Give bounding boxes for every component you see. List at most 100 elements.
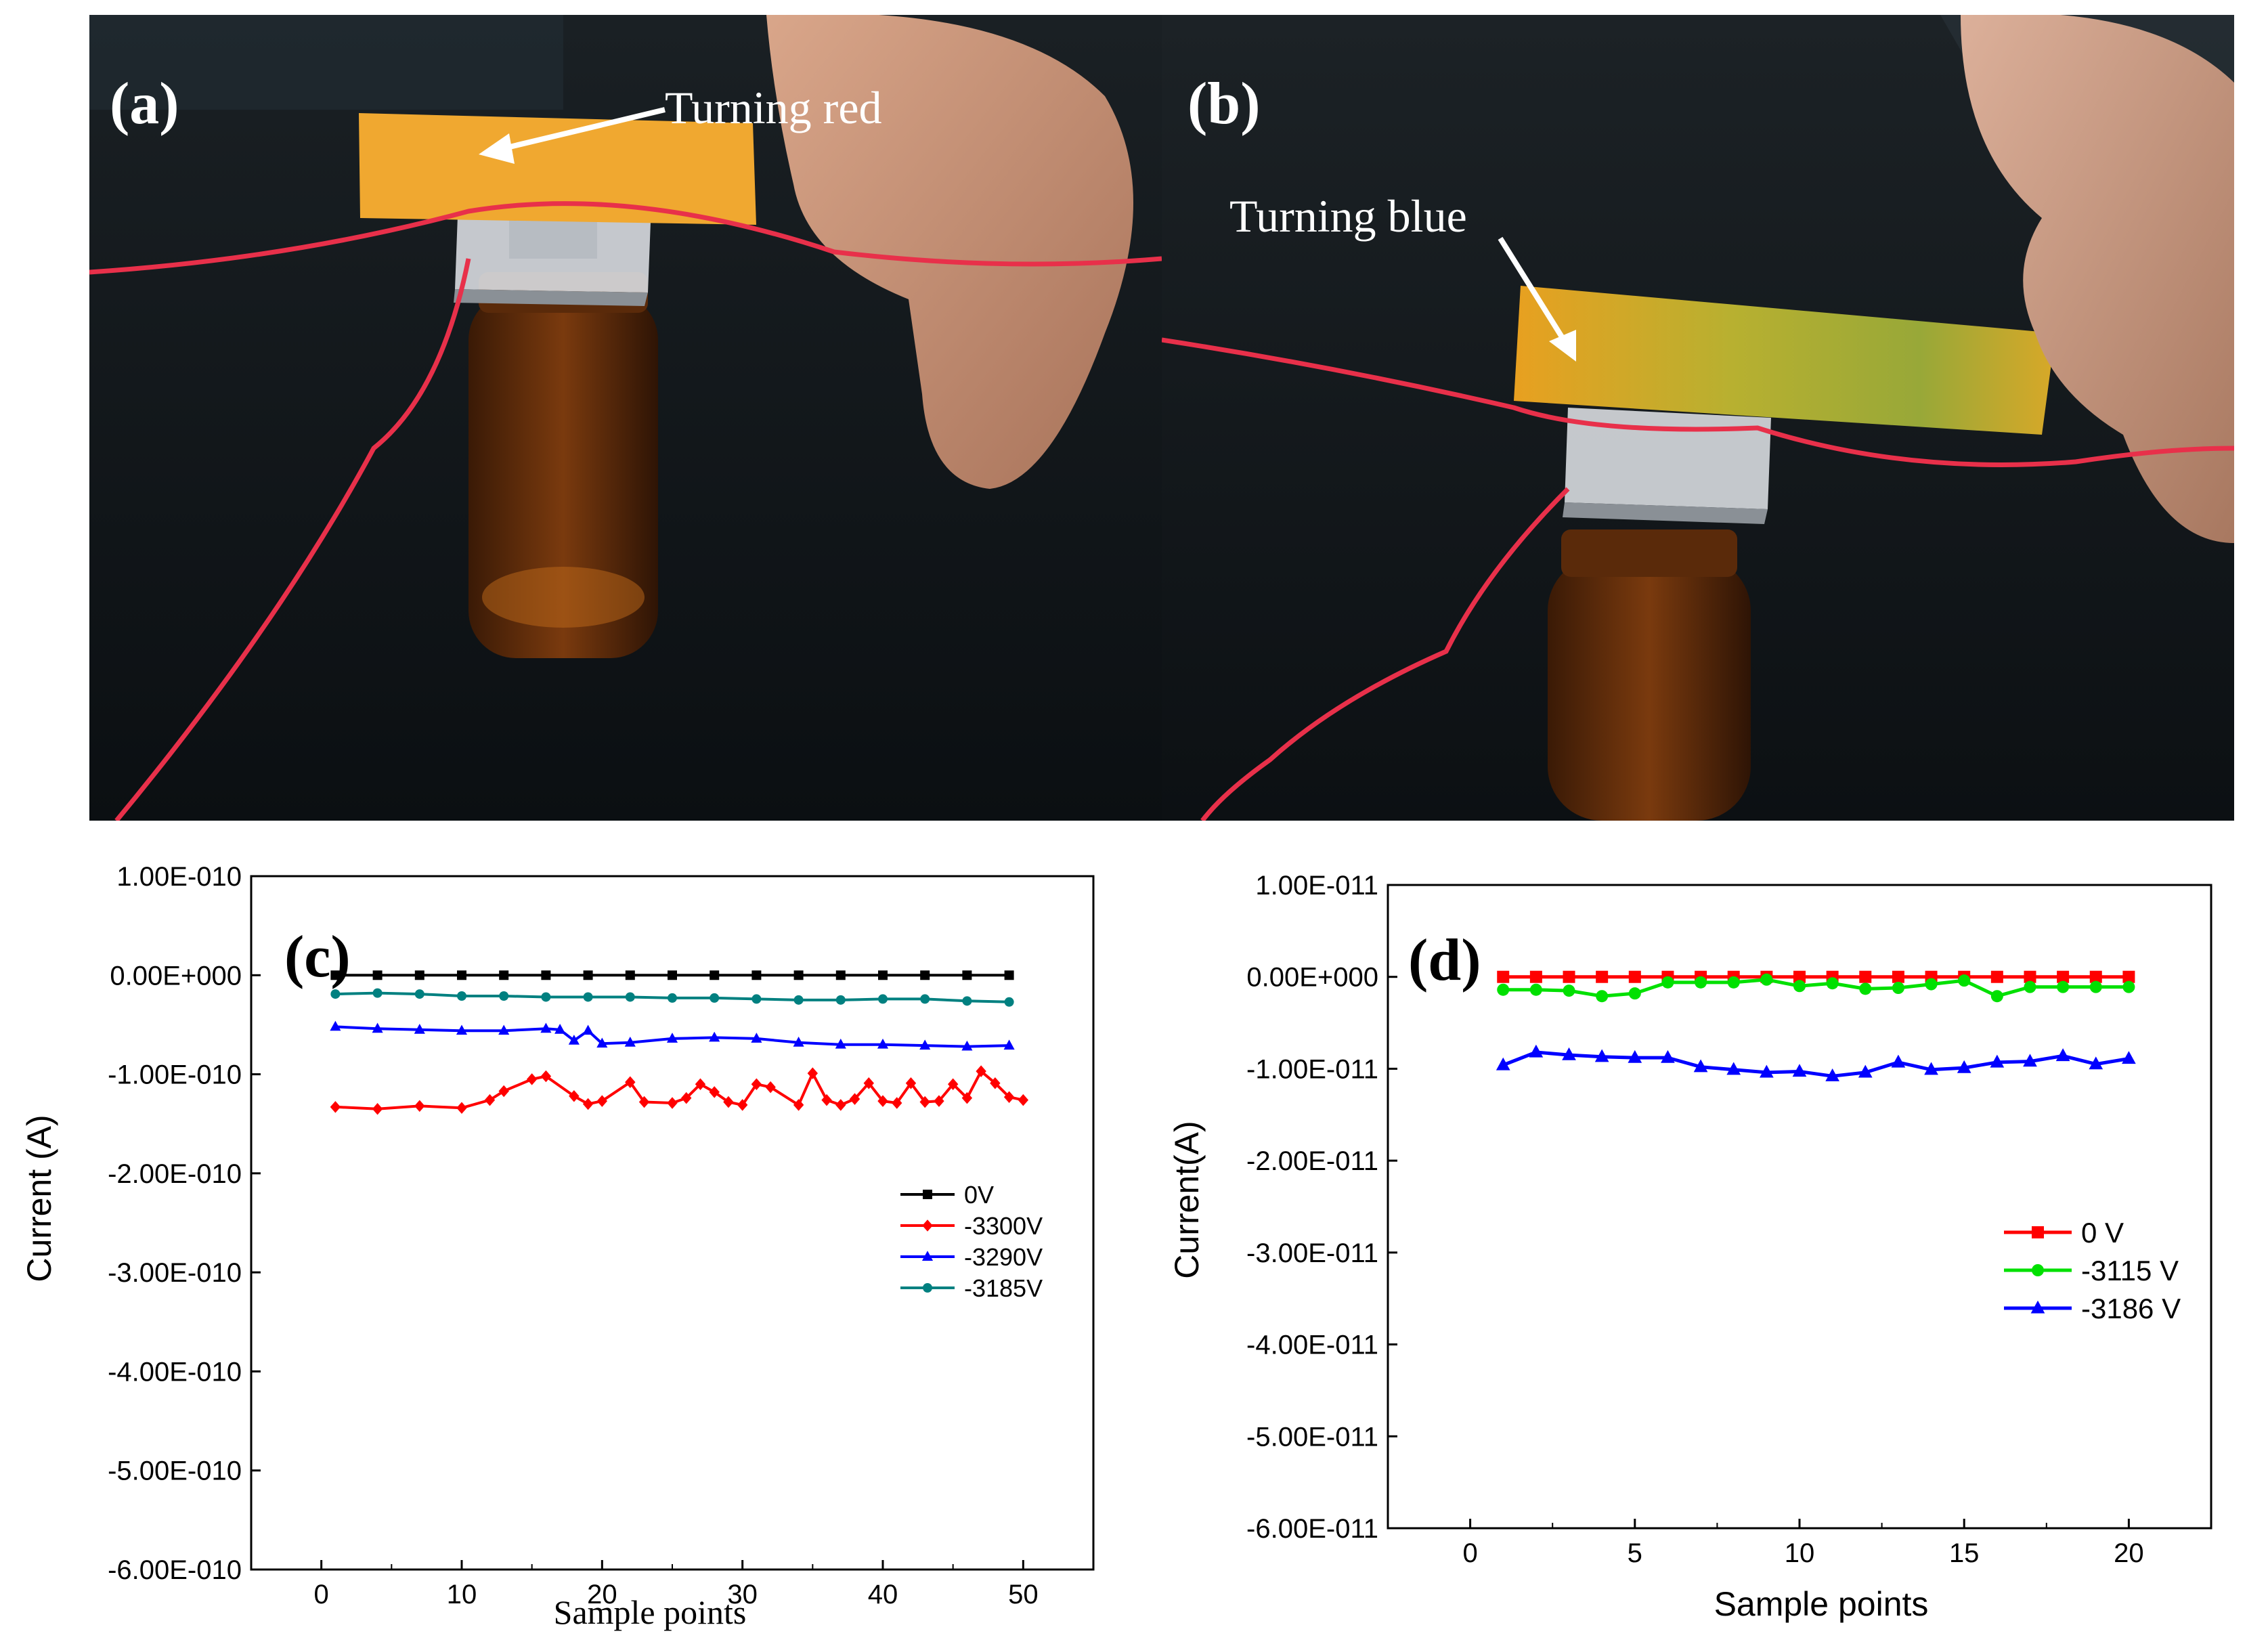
chart-d: 0 5 10 15 20 1.00E-011 0.00E+000 -1.00E-011 -2.0… <box>1168 871 2212 1623</box>
y-tick-label: -1.00E-010 <box>108 1060 242 1090</box>
data-point-series-1 <box>990 1077 1001 1089</box>
data-point-series-1 <box>540 1070 552 1083</box>
data-point-series-0 <box>1628 970 1641 983</box>
data-point-series-0 <box>372 970 383 980</box>
data-point-series-2 <box>582 1024 594 1035</box>
y-tick-label: 0.00E+000 <box>1246 963 1378 993</box>
data-point-series-3 <box>793 995 804 1005</box>
data-point-series-2 <box>1562 1047 1576 1060</box>
y-tick-label: -1.00E-011 <box>1246 1054 1378 1084</box>
data-point-series-2 <box>624 1037 636 1047</box>
data-point-series-1 <box>947 1078 959 1090</box>
data-point-series-1 <box>1727 976 1740 989</box>
data-point-series-2 <box>751 1033 762 1043</box>
data-point-series-2 <box>330 1020 341 1031</box>
x-tick-label: 10 <box>1785 1538 1815 1568</box>
data-point-series-1 <box>695 1078 706 1090</box>
data-point-series-3 <box>835 995 846 1005</box>
data-point-series-1 <box>863 1077 874 1089</box>
data-point-series-1 <box>807 1067 819 1079</box>
data-point-series-0 <box>1497 970 1510 983</box>
data-point-series-0 <box>1859 970 1872 983</box>
data-point-series-0 <box>2057 970 2070 983</box>
data-point-series-2 <box>709 1031 720 1042</box>
photo-b-illustration: (b) Turning blue <box>1162 15 2234 821</box>
data-point-series-1 <box>723 1096 734 1108</box>
data-point-series-1 <box>751 1078 762 1090</box>
legend-entry: -3290V <box>964 1243 1043 1271</box>
data-point-series-0 <box>1793 970 1806 983</box>
data-point-series-1 <box>976 1065 986 1077</box>
data-point-series-3 <box>962 996 972 1006</box>
photo-a-label: (a) <box>110 71 179 137</box>
data-point-series-1 <box>1628 987 1641 1000</box>
data-point-series-1 <box>1695 976 1707 989</box>
data-point-series-1 <box>1859 982 1872 995</box>
y-tick-label: -5.00E-010 <box>108 1456 242 1486</box>
x-tick-label: 0 <box>1462 1538 1477 1568</box>
data-point-series-1 <box>961 1091 973 1104</box>
data-point-series-1 <box>1563 985 1575 997</box>
chart-c: 0 10 20 30 40 50 1.00E-010 0.00E+000 -1.00E-010 -… <box>20 862 1095 1631</box>
y-tick-label: 1.00E-010 <box>116 862 242 892</box>
data-point-series-1 <box>526 1073 538 1085</box>
data-point-series-0 <box>920 970 930 980</box>
photo-b-annotation: Turning blue <box>1229 190 1467 242</box>
y-tick-label: -2.00E-011 <box>1246 1146 1378 1176</box>
data-point-series-1 <box>681 1091 692 1104</box>
data-point-series-1 <box>1018 1094 1029 1106</box>
photo-panel-b: (b) Turning blue <box>1162 15 2234 821</box>
data-point-series-3 <box>878 994 888 1004</box>
x-tick-label: 30 <box>727 1580 758 1609</box>
x-axis-title: Sample points <box>554 1593 747 1631</box>
x-tick-label: 0 <box>314 1580 329 1609</box>
data-point-series-1 <box>709 1086 720 1098</box>
data-point-series-2 <box>1496 1057 1510 1070</box>
x-tick-label: 50 <box>1008 1580 1039 1609</box>
data-point-series-1 <box>414 1100 425 1112</box>
data-point-series-3 <box>1004 997 1014 1007</box>
data-point-series-2 <box>414 1023 425 1034</box>
data-point-series-2 <box>666 1033 678 1043</box>
data-point-series-2 <box>1924 1062 1938 1075</box>
data-point-series-2 <box>1628 1050 1642 1063</box>
data-point-series-1 <box>667 1097 678 1109</box>
legend-marker <box>922 1219 933 1232</box>
data-point-series-0 <box>710 970 720 980</box>
data-point-series-3 <box>920 994 930 1004</box>
data-point-series-0 <box>1596 970 1609 983</box>
legend-entry: 0 V <box>2081 1217 2124 1249</box>
data-point-series-0 <box>457 970 466 980</box>
series-line-2 <box>335 1025 1009 1048</box>
data-point-series-3 <box>625 992 635 1002</box>
x-tick-label: 20 <box>2114 1538 2144 1568</box>
data-point-series-2 <box>2122 1051 2136 1064</box>
data-point-series-1 <box>456 1102 467 1115</box>
data-point-series-1 <box>919 1096 930 1108</box>
y-axis-title: Current (A) <box>20 1115 58 1282</box>
legend-entry: -3300V <box>964 1212 1043 1240</box>
data-point-series-1 <box>330 1101 341 1113</box>
data-point-series-0 <box>625 970 635 980</box>
data-point-series-2 <box>961 1040 973 1051</box>
legend-entry: 0V <box>964 1181 994 1209</box>
data-point-series-0 <box>2122 970 2135 983</box>
data-point-series-3 <box>668 993 677 1003</box>
x-tick-label: 5 <box>1628 1538 1642 1568</box>
y-tick-label: -5.00E-011 <box>1246 1422 1378 1452</box>
chart-panel-label: (d) <box>1408 928 1481 993</box>
data-point-series-1 <box>625 1076 636 1089</box>
data-point-series-2 <box>1594 1049 1609 1062</box>
data-point-series-1 <box>1990 990 2003 1003</box>
data-point-series-3 <box>499 991 509 1001</box>
data-point-series-0 <box>878 970 888 980</box>
data-point-series-1 <box>1529 983 1542 996</box>
photo-a-illustration: (a) Turning red <box>89 15 1162 821</box>
data-point-series-2 <box>1990 1054 2005 1068</box>
y-tick-label: -3.00E-011 <box>1246 1238 1378 1268</box>
data-point-series-2 <box>372 1022 383 1033</box>
legend-marker <box>923 1190 932 1199</box>
data-point-series-1 <box>892 1097 902 1109</box>
data-point-series-1 <box>1826 977 1839 990</box>
data-point-series-0 <box>541 970 551 980</box>
